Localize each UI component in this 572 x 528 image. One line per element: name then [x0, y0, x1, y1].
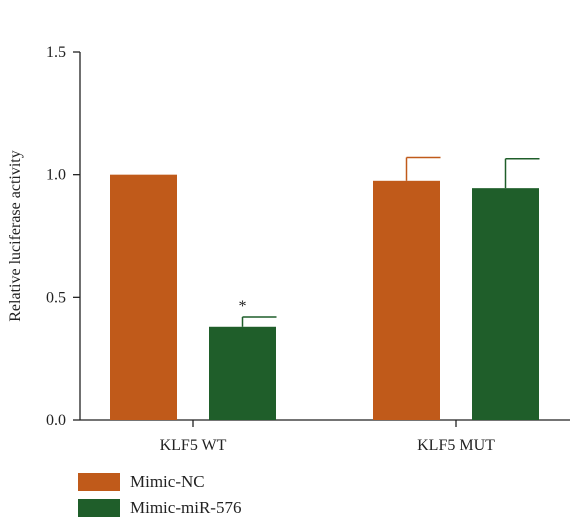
- bar-2-2: [472, 188, 539, 420]
- legend-item-series-1: Mimic-NC: [78, 472, 241, 492]
- bar-chart: 0.0 0.5 1.0 1.5 Relative luciferase activity…: [7, 44, 570, 454]
- legend-label-series-1: Mimic-NC: [130, 472, 205, 491]
- y-axis-title: Relative luciferase activity: [7, 150, 24, 321]
- chart-labels: 0.0 0.5 1.0 1.5 Relative luciferase activity…: [7, 44, 495, 454]
- chart-bars: [110, 156, 540, 420]
- y-tick-label-1: 0.5: [46, 289, 66, 306]
- y-tick-label-3: 1.5: [46, 44, 66, 61]
- x-tick-label-1: KLF5 WT: [160, 437, 227, 454]
- legend-swatch-series-2: [78, 499, 120, 517]
- significance-annotation-1: *: [239, 298, 247, 315]
- y-tick-label-0: 0.0: [46, 412, 66, 429]
- legend-swatch-series-1: [78, 473, 120, 491]
- legend-item-series-2: Mimic-miR-576: [78, 498, 241, 518]
- bar-2-1: [373, 180, 440, 420]
- chart-legend: Mimic-NC Mimic-miR-576: [78, 472, 241, 524]
- bar-1-1: [110, 174, 177, 420]
- bar-1-2: [209, 326, 276, 420]
- legend-label-series-2: Mimic-miR-576: [130, 498, 242, 517]
- y-tick-label-2: 1.0: [46, 167, 66, 184]
- x-tick-label-2: KLF5 MUT: [417, 437, 495, 454]
